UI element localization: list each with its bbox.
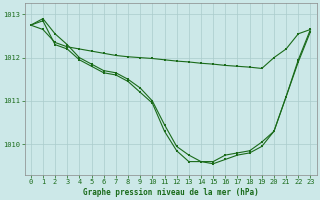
X-axis label: Graphe pression niveau de la mer (hPa): Graphe pression niveau de la mer (hPa) xyxy=(83,188,259,197)
